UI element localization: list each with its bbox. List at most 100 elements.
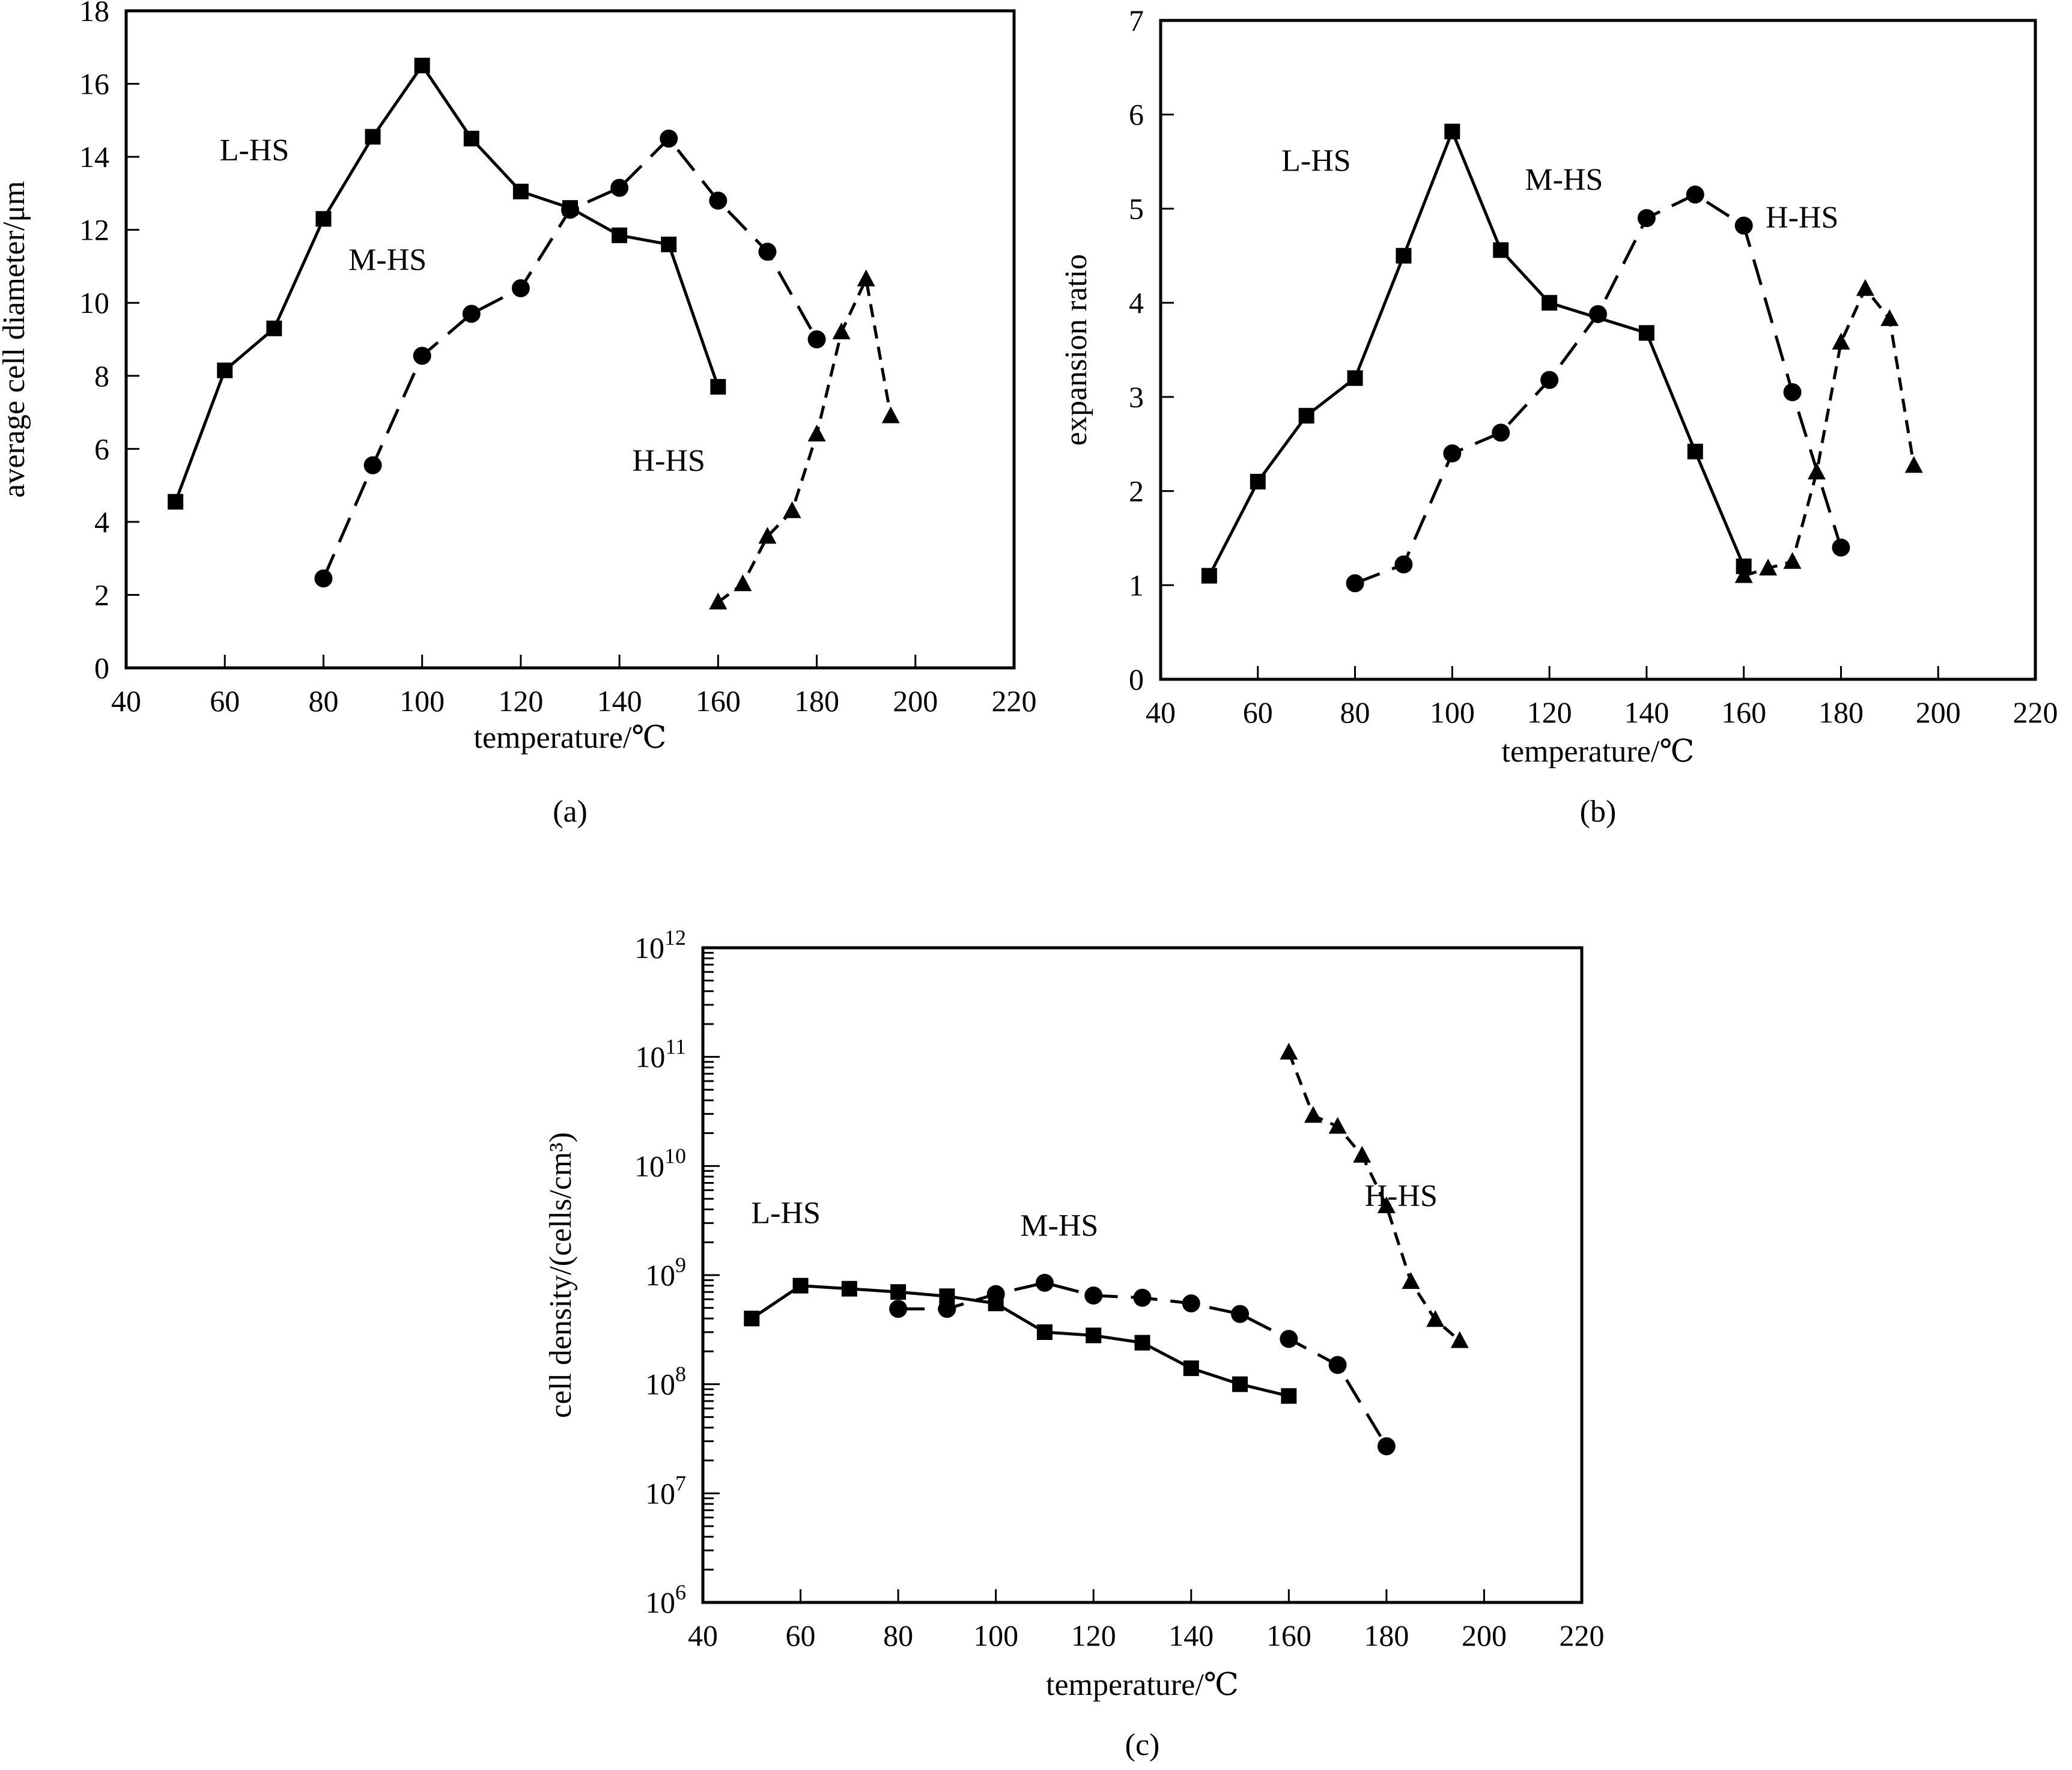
square-marker	[1183, 1360, 1199, 1377]
x-tick-label: 120	[1527, 696, 1572, 729]
circle-marker	[1637, 209, 1656, 228]
series-l-hs	[1201, 123, 1752, 584]
y-tick-base: 10	[634, 931, 664, 965]
triangle-marker	[832, 322, 851, 339]
triangle-marker	[1808, 462, 1826, 480]
square-marker	[266, 320, 282, 336]
circle-marker	[1734, 216, 1753, 235]
series-h-hs	[1734, 279, 1923, 583]
circle-marker	[1328, 1356, 1347, 1374]
plot-frame	[1159, 19, 2037, 681]
y-tick-label: 0	[1129, 662, 1144, 696]
panel-caption: (a)	[553, 795, 588, 829]
square-marker	[661, 236, 677, 252]
x-tick-label: 60	[786, 1619, 816, 1652]
series-line	[1354, 193, 1843, 585]
y-tick-label: 0	[94, 651, 109, 685]
y-tick-label: 12	[79, 213, 109, 247]
square-marker	[1232, 1376, 1248, 1392]
square-marker	[792, 1277, 809, 1294]
circle-marker	[1377, 1437, 1396, 1455]
y-tick-exponent: 9	[675, 1253, 686, 1277]
x-tick-label: 60	[210, 684, 240, 718]
triangle-marker	[1280, 1043, 1298, 1060]
panel-caption: (c)	[1125, 1728, 1160, 1762]
x-tick-label: 100	[1430, 696, 1475, 729]
square-marker	[1542, 295, 1558, 311]
series-label: M-HS	[1525, 163, 1603, 197]
y-tick-label: 1012	[634, 926, 686, 965]
square-marker	[463, 130, 479, 147]
x-tick-label: 180	[1818, 696, 1864, 729]
circle-marker	[1589, 305, 1607, 323]
panel-caption: (b)	[1580, 795, 1617, 829]
x-axis-title: temperature/℃	[1046, 1668, 1239, 1702]
x-tick-label: 200	[1916, 696, 1961, 729]
triangle-marker	[1759, 559, 1778, 576]
x-tick-label: 220	[992, 684, 1037, 718]
triangle-marker	[1402, 1271, 1420, 1289]
circle-marker	[938, 1300, 956, 1318]
circle-marker	[511, 279, 530, 297]
y-tick-base: 10	[634, 1149, 664, 1183]
triangle-marker	[1832, 332, 1850, 350]
x-tick-label: 140	[1168, 1619, 1214, 1652]
x-tick-label: 160	[696, 684, 741, 718]
triangle-marker	[758, 527, 777, 544]
x-tick-label: 200	[1462, 1619, 1507, 1652]
triangle-marker	[1353, 1145, 1372, 1163]
circle-marker	[610, 178, 629, 197]
square-marker	[1444, 123, 1460, 139]
series-line	[174, 64, 720, 503]
x-tick-label: 200	[893, 684, 938, 718]
y-tick-base: 10	[645, 1476, 675, 1510]
square-marker	[1687, 443, 1703, 459]
x-axis-title: temperature/℃	[1502, 735, 1695, 769]
y-tick-label: 4	[94, 505, 109, 539]
y-axis-title: average cell diameter/μm	[0, 181, 31, 497]
series-line	[750, 1284, 1289, 1398]
series-line	[898, 1281, 1388, 1447]
triangle-marker	[1904, 456, 1923, 473]
square-marker	[1638, 325, 1654, 341]
circle-marker	[1346, 574, 1364, 593]
series-label: H-HS	[1766, 201, 1838, 235]
square-marker	[1134, 1335, 1150, 1351]
circle-marker	[1443, 444, 1462, 462]
circle-marker	[1832, 538, 1850, 557]
x-tick-label: 80	[883, 1619, 913, 1652]
x-tick-label: 120	[498, 684, 543, 718]
y-tick-label: 1010	[634, 1144, 686, 1183]
circle-marker	[1686, 185, 1704, 204]
circle-marker	[561, 201, 579, 219]
triangle-marker	[1734, 566, 1753, 583]
y-tick-label: 10	[79, 286, 109, 320]
circle-marker	[1783, 383, 1802, 402]
y-tick-exponent: 12	[664, 926, 686, 950]
x-tick-label: 140	[1624, 696, 1669, 729]
x-tick-label: 160	[1721, 696, 1766, 729]
x-tick-label: 220	[1560, 1619, 1605, 1652]
y-tick-label: 2	[94, 578, 109, 611]
y-tick-base: 10	[645, 1586, 675, 1619]
series-label: L-HS	[220, 133, 290, 168]
square-marker	[841, 1281, 857, 1297]
x-tick-label: 60	[1243, 696, 1273, 729]
series-m-hs	[1346, 185, 1850, 593]
square-marker	[1347, 370, 1363, 386]
plot-frame	[701, 946, 1584, 1604]
circle-marker	[1280, 1330, 1298, 1348]
circle-marker	[1182, 1294, 1200, 1313]
series-line	[717, 277, 893, 604]
circle-marker	[363, 456, 382, 474]
circle-marker	[413, 347, 431, 365]
x-tick-label: 80	[308, 684, 338, 718]
y-tick-base: 10	[645, 1258, 675, 1292]
y-tick-label: 107	[645, 1471, 686, 1510]
panel-a: 40 60 80 100 120 140 160 180 200 220 0 2 4 6 8 10 12 14 16…	[0, 0, 1037, 829]
square-marker	[1201, 568, 1217, 584]
triangle-marker	[807, 425, 826, 442]
circle-marker	[1492, 423, 1510, 442]
circle-marker	[1035, 1273, 1054, 1292]
x-tick-label: 220	[2013, 696, 2058, 729]
